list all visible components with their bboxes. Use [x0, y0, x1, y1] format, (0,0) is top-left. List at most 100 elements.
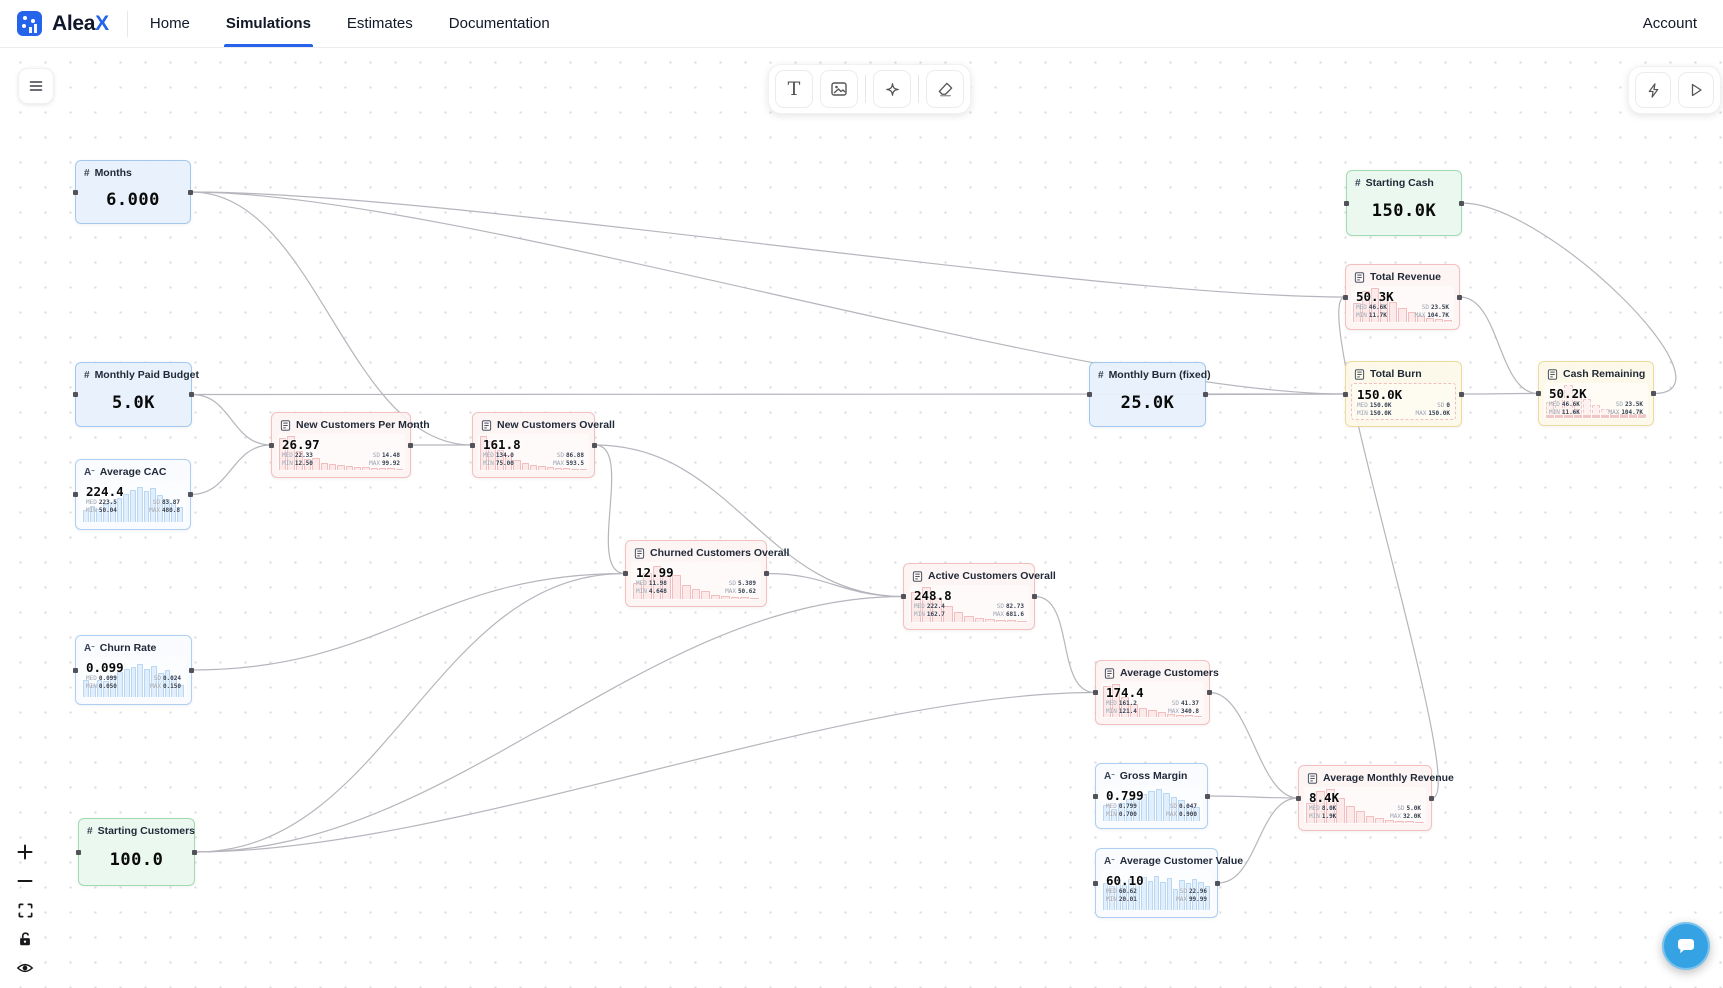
input-handle[interactable] — [470, 442, 475, 448]
input-handle[interactable] — [1093, 880, 1098, 886]
node-title: Average Customer Value — [1119, 855, 1244, 867]
node-monthly-paid-budget[interactable]: # Monthly Paid Budget 5.0K — [73, 362, 199, 427]
node-title: Months — [94, 167, 132, 179]
node-histogram-area: 150.0K MED 150.0K SD 0 MIN 150.0K MAX 150.0K — [1351, 383, 1456, 420]
eraser-tool-button[interactable] — [926, 70, 964, 108]
input-handle[interactable] — [73, 492, 78, 497]
node-total-burn[interactable]: Total Burn 150.0K MED 150.0K SD 0 MIN 150.0K MAX… — [1343, 361, 1464, 427]
output-handle[interactable] — [1459, 391, 1464, 397]
input-handle[interactable] — [901, 594, 906, 599]
node-new-customers-per-month[interactable]: New Customers Per Month 26.97 MED 22.33 SD 14… — [269, 412, 430, 478]
histogram — [1306, 789, 1425, 823]
nav-item-estimates[interactable]: Estimates — [346, 15, 413, 32]
brand-logo[interactable]: AleaX — [0, 10, 109, 37]
output-handle[interactable] — [1203, 392, 1208, 397]
input-handle[interactable] — [1344, 200, 1349, 206]
histogram-bar — [571, 468, 579, 470]
output-handle[interactable] — [1429, 795, 1434, 801]
output-handle[interactable] — [408, 442, 413, 448]
histogram-bar — [136, 486, 143, 522]
node-cash-remaining[interactable]: Cash Remaining 50.2K MED 46.6K SD 23.5K MIN 11.… — [1536, 361, 1656, 426]
node-monthly-burn-fixed[interactable]: # Monthly Burn (fixed) 25.0K — [1087, 362, 1211, 427]
output-handle[interactable] — [1205, 793, 1210, 799]
nav-item-home[interactable]: Home — [149, 15, 190, 32]
sparkle-icon — [885, 82, 899, 96]
output-handle[interactable] — [1651, 391, 1656, 396]
input-handle[interactable] — [1087, 392, 1092, 397]
chat-widget-button[interactable] — [1662, 922, 1710, 970]
input-handle[interactable] — [73, 667, 78, 673]
node-header: # Monthly Paid Budget — [76, 363, 199, 382]
node-average-cac[interactable]: A ~ Average CAC 224.4 MED 223.5 SD 83.87 MIN 50.0… — [73, 459, 193, 530]
zoom-out-button[interactable] — [15, 871, 35, 891]
output-handle[interactable] — [1215, 880, 1220, 886]
node-average-customer-value[interactable]: A ~ Average Customer Value 60.10 MED 60.62 SD 2… — [1093, 848, 1243, 918]
input-handle[interactable] — [1296, 795, 1301, 801]
input-handle[interactable] — [76, 849, 81, 855]
node-starting-customers[interactable]: # Starting Customers 100.0 — [76, 818, 197, 886]
output-handle[interactable] — [189, 392, 194, 397]
fit-view-button[interactable] — [15, 900, 35, 920]
output-handle[interactable] — [1032, 594, 1037, 599]
input-handle[interactable] — [73, 189, 78, 195]
node-starting-cash[interactable]: # Starting Cash 150.0K — [1344, 170, 1464, 236]
input-handle[interactable] — [1536, 391, 1541, 396]
output-handle[interactable] — [592, 442, 597, 448]
stat-row: MED 150.0K SD 0 — [1357, 402, 1450, 409]
output-handle[interactable] — [192, 849, 197, 855]
node-value: 0.099 — [86, 660, 124, 675]
node-value: 224.4 — [86, 484, 124, 499]
node-active-customers-overall[interactable]: Active Customers Overall 248.8 MED 222.4 SD 8… — [901, 563, 1056, 630]
node-average-monthly-revenue[interactable]: Average Monthly Revenue 8.4K MED 8.0K SD 5.0K… — [1296, 765, 1454, 831]
stat-row: MED 0.099 SD 0.024 — [86, 675, 181, 682]
visibility-button[interactable] — [15, 958, 35, 978]
output-handle[interactable] — [764, 571, 769, 576]
play-button[interactable] — [1678, 72, 1714, 108]
histogram-bar — [538, 465, 546, 470]
lock-button[interactable] — [15, 929, 35, 949]
histogram-bar — [1325, 789, 1335, 823]
histogram-bar — [1395, 820, 1405, 823]
input-handle[interactable] — [73, 392, 78, 397]
input-handle[interactable] — [1093, 690, 1098, 695]
histogram-bar — [353, 466, 362, 470]
node-churned-customers-overall[interactable]: Churned Customers Overall 12.99 MED 11.98 SD… — [623, 540, 789, 607]
account-button[interactable]: Account — [1642, 15, 1697, 32]
histogram — [911, 587, 1028, 622]
chat-icon — [1678, 939, 1694, 954]
output-handle[interactable] — [1459, 200, 1464, 206]
input-handle[interactable] — [1343, 294, 1348, 300]
node-header: Churned Customers Overall — [626, 541, 789, 560]
input-handle[interactable] — [623, 571, 628, 576]
output-handle[interactable] — [1457, 294, 1462, 300]
nav-item-simulations[interactable]: Simulations — [223, 0, 313, 47]
image-icon — [831, 82, 847, 96]
output-handle[interactable] — [189, 667, 194, 673]
node-new-customers-overall[interactable]: New Customers Overall 161.8 MED 134.0 SD 86.8… — [470, 412, 615, 478]
histogram-bar — [1628, 414, 1637, 418]
node-churn-rate[interactable]: A ~ Churn Rate 0.099 MED 0.099 SD 0.024 MIN 0.050… — [73, 635, 194, 705]
sparkle-tool-button[interactable] — [873, 70, 911, 108]
calc-icon — [280, 419, 291, 431]
flow-canvas[interactable] — [0, 48, 1723, 988]
text-tool-button[interactable]: T — [775, 70, 813, 108]
node-average-customers[interactable]: Average Customers 174.4 MED 161.2 SD 41.37 MIN… — [1093, 660, 1219, 725]
output-handle[interactable] — [188, 492, 193, 497]
hash-icon: # — [87, 825, 93, 837]
lock-icon — [20, 932, 30, 946]
nav-item-documentation[interactable]: Documentation — [448, 15, 550, 32]
zoom-in-button[interactable] — [15, 842, 35, 862]
input-handle[interactable] — [1093, 793, 1098, 799]
output-handle[interactable] — [188, 189, 193, 195]
flash-run-button[interactable] — [1635, 72, 1671, 108]
histogram-bar — [1434, 319, 1443, 322]
node-total-revenue[interactable]: Total Revenue 50.3K MED 46.6K SD 23.5K MIN 11.7… — [1343, 264, 1462, 330]
input-handle[interactable] — [1343, 391, 1348, 397]
input-handle[interactable] — [269, 442, 274, 448]
node-gross-margin[interactable]: A ~ Gross Margin 0.799 MED 0.799 SD 0.047 MIN 0.7… — [1093, 763, 1210, 829]
histogram-bar — [513, 459, 521, 470]
node-months[interactable]: # Months 6.000 — [73, 160, 193, 224]
output-handle[interactable] — [1207, 690, 1212, 695]
canvas-menu-button[interactable] — [18, 68, 54, 104]
image-tool-button[interactable] — [820, 70, 858, 108]
